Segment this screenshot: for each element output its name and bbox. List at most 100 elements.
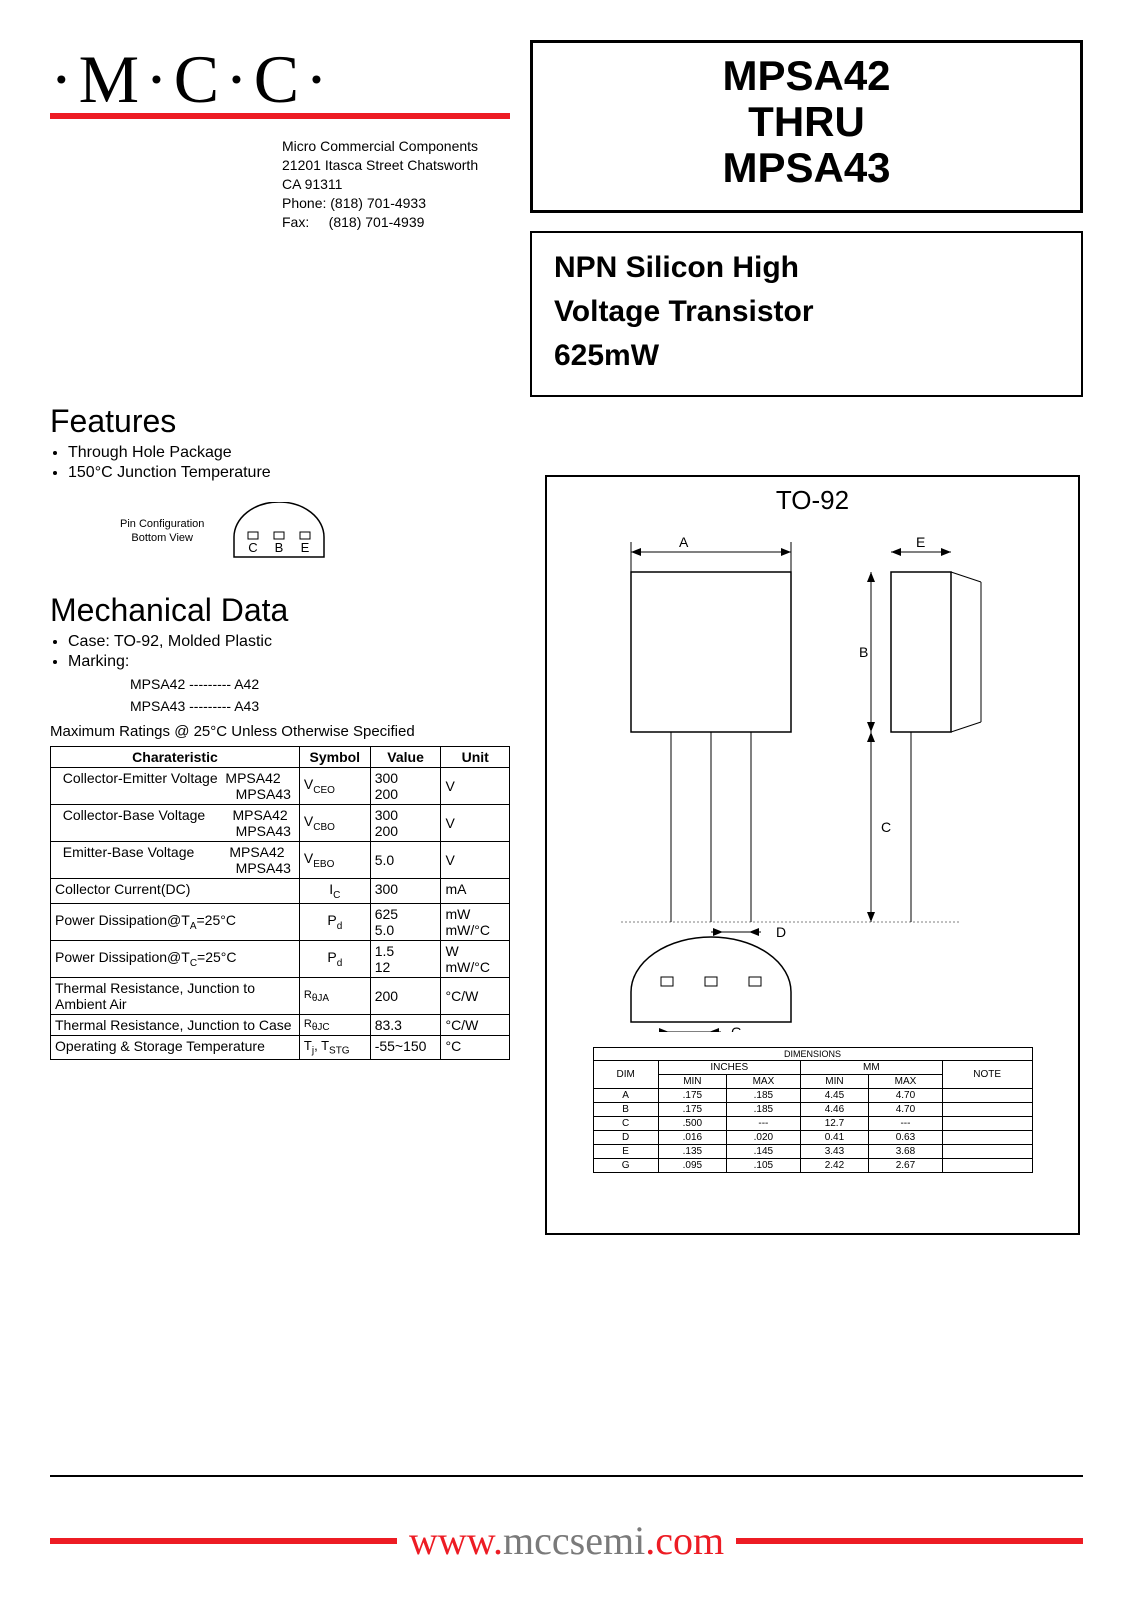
addr-city: CA 91311 (282, 175, 510, 194)
table-row: Emitter-Base Voltage MPSA42MPSA43 VEBO 5… (51, 842, 510, 879)
spec-part: MPSA42 (232, 807, 287, 823)
dim-cell (942, 1159, 1032, 1173)
dim-cell: .020 (726, 1131, 800, 1145)
dimensions-table: DIMENSIONS DIM INCHES MM NOTE MIN MAX MI… (593, 1047, 1033, 1173)
spec-val: 200 (375, 786, 398, 802)
dim-cell (942, 1117, 1032, 1131)
pin-config-label: Pin Configuration Bottom View (120, 518, 204, 544)
spec-unit: mW/°C (445, 922, 489, 938)
description-box: NPN Silicon High Voltage Transistor 625m… (530, 231, 1083, 397)
dim-cell: --- (726, 1117, 800, 1131)
table-row: G.095.1052.422.67 (593, 1159, 1032, 1173)
spec-char: Operating & Storage Temperature (51, 1036, 300, 1060)
dim-cell: .175 (658, 1089, 726, 1103)
dim-cell: .175 (658, 1103, 726, 1117)
mark-2: MPSA43 --------- A43 (130, 695, 510, 717)
part-title-box: MPSA42 THRU MPSA43 (530, 40, 1083, 213)
logo-block: ·M·C·C· Micro Commercial Components 2120… (50, 40, 510, 231)
spec-sym: V (304, 813, 313, 829)
dim-h: MAX (726, 1075, 800, 1089)
dim-cell: .145 (726, 1145, 800, 1159)
dim-cell: .016 (658, 1131, 726, 1145)
package-title: TO-92 (561, 485, 1064, 516)
table-row: Thermal Resistance, Junction to Case RθJ… (51, 1015, 510, 1036)
features-heading: Features (50, 403, 510, 440)
addr-street: 21201 Itasca Street Chatsworth (282, 156, 510, 175)
table-row: Operating & Storage Temperature Tj, TSTG… (51, 1036, 510, 1060)
spec-sym-sub: CBO (313, 822, 335, 833)
dim-cell: 3.43 (800, 1145, 868, 1159)
dim-cell: 4.46 (800, 1103, 868, 1117)
table-row: A.175.1854.454.70 (593, 1089, 1032, 1103)
footer-rule (50, 1475, 1083, 1477)
addr-company: Micro Commercial Components (282, 137, 510, 156)
dim-cell: D (593, 1131, 658, 1145)
svg-text:B: B (859, 644, 868, 660)
right-top: MPSA42 THRU MPSA43 NPN Silicon High Volt… (530, 40, 1083, 397)
package-drawing: A E B C D (561, 522, 1061, 1032)
spec-unit: mW/°C (445, 959, 489, 975)
th-unit: Unit (441, 747, 510, 768)
mark-1: MPSA42 --------- A42 (130, 673, 510, 695)
spec-char: Collector-Base Voltage (63, 807, 205, 823)
addr-phone: Phone: (818) 701-4933 (282, 194, 510, 213)
dim-cell: 0.63 (869, 1131, 943, 1145)
svg-text:G: G (731, 1024, 742, 1032)
spec-unit: °C/W (441, 1015, 510, 1036)
dim-cell: .105 (726, 1159, 800, 1173)
title-l1: MPSA42 (533, 53, 1080, 99)
spec-val: 300 (375, 807, 398, 823)
spec-val: 300 (370, 879, 441, 904)
spec-sym: P (327, 912, 336, 928)
mechanical-heading: Mechanical Data (50, 592, 510, 629)
dim-cell: 0.41 (800, 1131, 868, 1145)
spec-val: 200 (370, 978, 441, 1015)
spec-unit: mA (441, 879, 510, 904)
header-row: ·M·C·C· Micro Commercial Components 2120… (50, 40, 1083, 397)
spec-val: 200 (375, 823, 398, 839)
dim-cell: A (593, 1089, 658, 1103)
table-row: Collector-Emitter Voltage MPSA42MPSA43 V… (51, 768, 510, 805)
spec-unit: V (441, 768, 510, 805)
svg-text:E: E (916, 534, 925, 550)
spec-char: Emitter-Base Voltage (63, 844, 195, 860)
spec-sym-sub: d (337, 958, 343, 969)
table-row: Thermal Resistance, Junction to Ambient … (51, 978, 510, 1015)
spec-unit: mW (445, 906, 470, 922)
features-list: Through Hole Package 150°C Junction Temp… (68, 444, 510, 482)
table-row: Power Dissipation@TC=25°C Pd 1.512 WmW/°… (51, 941, 510, 978)
url-www: www. (409, 1518, 503, 1563)
dim-cell: 12.7 (800, 1117, 868, 1131)
dim-unit1: INCHES (658, 1061, 800, 1075)
mech-list: Case: TO-92, Molded Plastic Marking: (68, 633, 510, 671)
spec-sym-sub: C (333, 890, 340, 901)
svg-text:A: A (679, 534, 689, 550)
spec-part: MPSA43 (236, 823, 295, 839)
url-tld: .com (645, 1518, 724, 1563)
spec-sym-sub: θJA (312, 993, 329, 1004)
spec-unit: V (441, 842, 510, 879)
table-row: B.175.1854.464.70 (593, 1103, 1032, 1117)
svg-text:C: C (881, 819, 891, 835)
dim-h: NOTE (942, 1061, 1032, 1089)
spec-sym: P (327, 949, 336, 965)
dim-cell: 4.45 (800, 1089, 868, 1103)
spec-val: 1.5 (375, 943, 394, 959)
url-domain: mccsemi (503, 1518, 645, 1563)
dim-cell: .185 (726, 1103, 800, 1117)
dim-cell: G (593, 1159, 658, 1173)
dim-cell (942, 1131, 1032, 1145)
spec-table: Charateristic Symbol Value Unit Collecto… (50, 746, 510, 1059)
spec-sym: R (304, 1018, 312, 1030)
spec-val: -55~150 (370, 1036, 441, 1060)
dim-cell: 2.67 (869, 1159, 943, 1173)
dim-cell (942, 1103, 1032, 1117)
pin-config-row: Pin Configuration Bottom View C B E (120, 502, 510, 562)
desc-l2: Voltage Transistor (554, 295, 1065, 329)
pin-e: E (301, 540, 310, 555)
dim-cell: B (593, 1103, 658, 1117)
max-ratings-line: Maximum Ratings @ 25°C Unless Otherwise … (50, 723, 510, 740)
package-column: TO-92 A E (545, 475, 1080, 1235)
spec-part: MPSA42 (225, 770, 280, 786)
footer-url-wrap: www.mccsemi.com (50, 1517, 1083, 1564)
